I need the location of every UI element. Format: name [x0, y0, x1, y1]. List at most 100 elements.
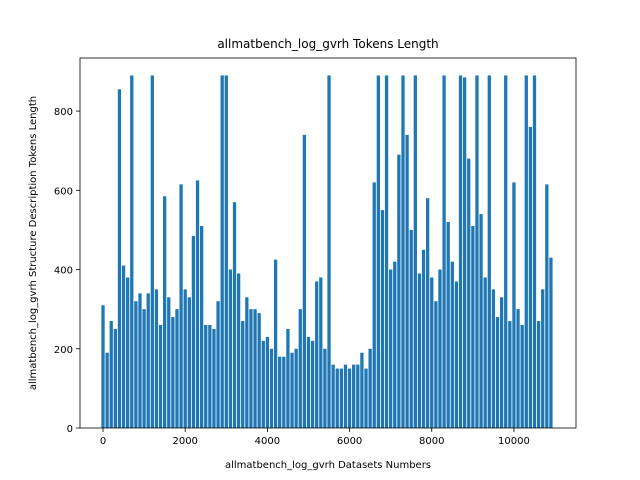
bar	[191, 235, 196, 428]
y-tick-label: 200	[54, 345, 73, 356]
bar	[117, 89, 122, 428]
bar	[434, 301, 438, 428]
bar	[446, 222, 450, 428]
bar	[323, 348, 327, 428]
bar	[475, 75, 479, 428]
bar	[504, 75, 508, 428]
bar	[298, 309, 302, 428]
bar	[401, 75, 405, 428]
bar	[278, 356, 282, 428]
x-tick-label: 8000	[419, 436, 444, 447]
bar	[273, 259, 278, 428]
x-axis-label: allmatbench_log_gvrh Datasets Numbers	[225, 460, 431, 471]
bar	[512, 182, 516, 428]
plot-frame	[79, 57, 577, 429]
bar	[302, 134, 307, 429]
bar	[319, 277, 323, 428]
bar	[421, 249, 426, 428]
y-tick-label: 800	[54, 107, 73, 118]
bar	[467, 158, 471, 429]
bar	[138, 293, 142, 428]
bar	[405, 134, 409, 429]
bar	[158, 325, 163, 428]
bar	[175, 309, 179, 428]
bar	[212, 328, 216, 428]
bar	[171, 317, 175, 428]
bar	[232, 202, 237, 428]
bar	[426, 198, 430, 428]
bar	[290, 352, 294, 428]
bar	[409, 229, 413, 428]
bar	[347, 368, 352, 428]
bar	[508, 321, 512, 428]
bar	[356, 364, 360, 428]
bar	[450, 261, 454, 428]
bar	[220, 75, 224, 428]
bar	[257, 313, 261, 428]
bar	[253, 309, 257, 428]
bar	[224, 75, 228, 428]
bar	[261, 340, 265, 428]
bar	[121, 265, 126, 428]
bar	[442, 75, 446, 428]
bar	[545, 184, 549, 428]
bar	[376, 75, 380, 428]
bar	[397, 154, 401, 428]
bar	[282, 356, 286, 428]
bar	[245, 297, 249, 428]
bar	[310, 340, 315, 428]
bar	[520, 325, 524, 428]
bar	[236, 273, 241, 428]
bar	[183, 289, 187, 428]
bar	[417, 273, 422, 428]
y-tick-label: 0	[67, 424, 73, 435]
bar	[216, 301, 220, 428]
bar	[483, 277, 487, 428]
bar	[199, 225, 204, 428]
bar	[195, 180, 200, 428]
bar	[380, 210, 385, 428]
bar	[228, 269, 233, 428]
bar	[204, 325, 208, 428]
bar	[495, 317, 500, 428]
bar	[130, 75, 134, 428]
bar	[179, 184, 183, 428]
bar	[126, 277, 130, 428]
bar	[327, 75, 331, 428]
bar	[430, 277, 434, 428]
bar	[487, 75, 491, 428]
bar	[339, 368, 343, 428]
bar	[163, 196, 167, 428]
bar	[249, 309, 253, 428]
x-tick-label: 10000	[498, 436, 530, 447]
bar	[360, 352, 364, 428]
bar	[536, 321, 541, 428]
bar	[343, 364, 348, 428]
bar	[113, 328, 117, 428]
bar	[167, 297, 171, 428]
bar	[524, 75, 528, 428]
bar	[146, 293, 150, 428]
bar	[393, 261, 397, 428]
bar	[549, 257, 553, 428]
bar	[491, 289, 496, 428]
bar	[265, 336, 270, 428]
bar	[462, 77, 467, 428]
bar	[187, 297, 191, 428]
bar	[352, 364, 356, 428]
y-tick-label: 400	[54, 266, 73, 277]
bar	[150, 75, 154, 428]
bar	[438, 269, 442, 428]
bar	[471, 225, 475, 428]
bar	[479, 214, 483, 428]
x-tick-label: 2000	[172, 436, 197, 447]
bar	[315, 281, 319, 428]
y-axis-label: allmatbench_log_gvrh Structure Descripti…	[28, 96, 39, 390]
bar	[105, 352, 109, 428]
bar	[413, 75, 417, 428]
bar	[384, 75, 389, 428]
bar	[516, 309, 520, 428]
bar	[134, 301, 138, 428]
